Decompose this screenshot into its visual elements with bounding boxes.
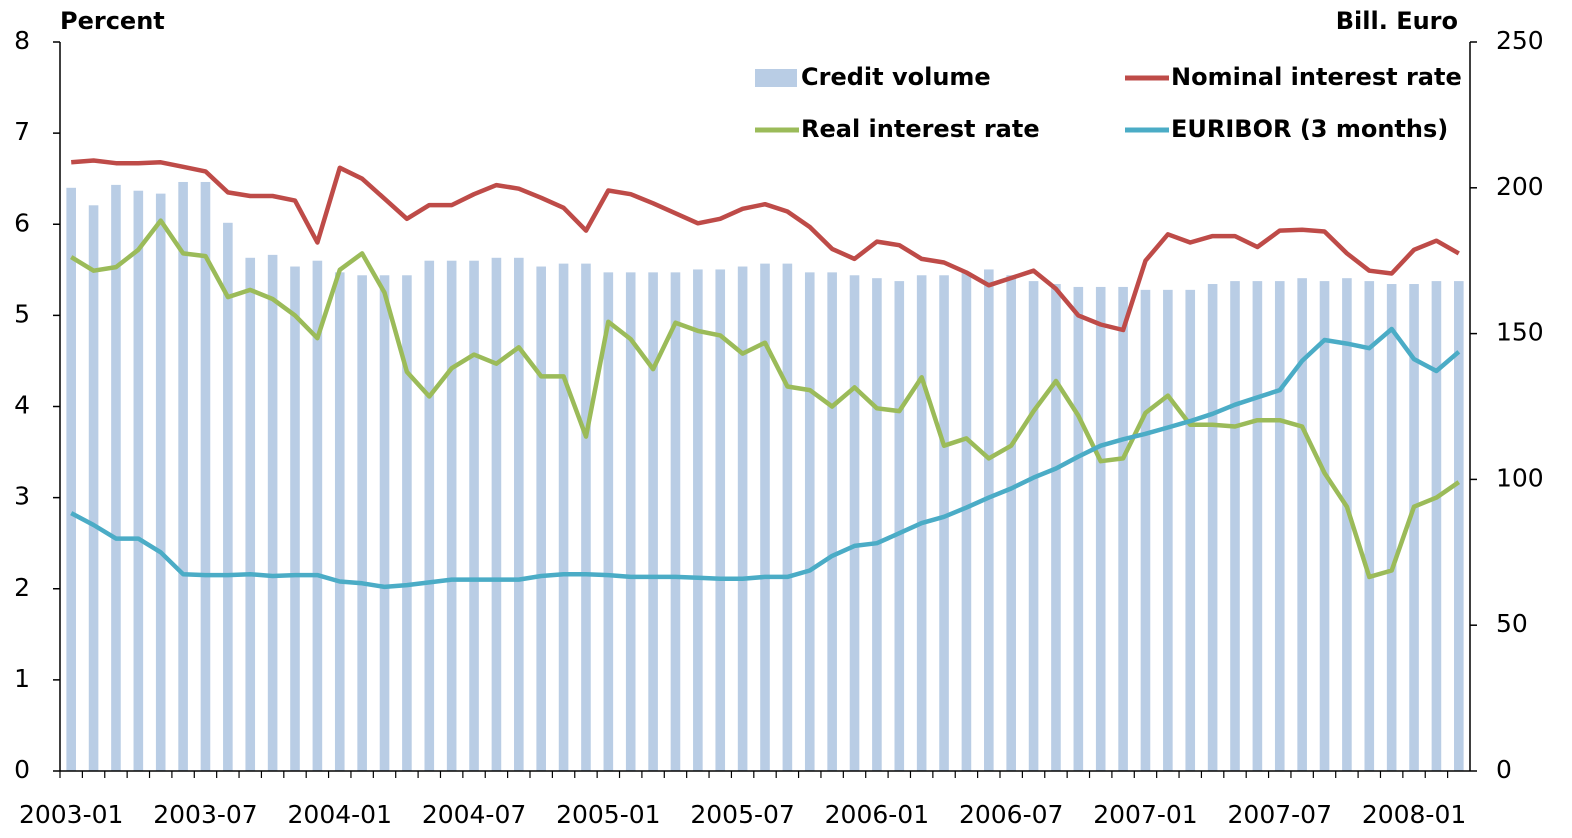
bar [984,269,994,771]
line [71,158,1460,333]
bar [894,281,905,771]
bar [1140,289,1151,771]
y2-tick-label: 100 [1496,463,1544,492]
y2-tick-label: 250 [1496,26,1544,55]
bar [290,266,300,771]
bar [693,269,703,771]
bar [312,260,323,771]
y2-axis-label: Bill. Euro [1336,7,1458,35]
bar [939,275,949,771]
y2-tick-label: 150 [1496,318,1544,347]
bar [536,266,546,771]
bar [402,275,412,771]
y-tick-label: 2 [14,573,30,602]
x-tick-label: 2006-01 [825,800,929,829]
bar [1386,284,1397,771]
x-tick-label: 2008-01 [1362,800,1466,829]
bar [111,184,121,771]
x-tick-label: 2004-07 [422,800,526,829]
y-tick-label: 3 [14,482,30,511]
bar [827,272,837,771]
bar [760,263,770,771]
bar [1118,286,1128,771]
y-tick-label: 1 [14,664,30,693]
legend-label: Real interest rate [801,115,1040,143]
bar [1230,281,1240,771]
bar [1364,281,1375,771]
bar [491,257,502,771]
bar [155,193,166,771]
bar [603,272,614,771]
bar [1006,275,1016,771]
bar [1207,284,1218,771]
bar [469,260,479,771]
bar [737,266,748,771]
x-tick-label: 2007-01 [1093,800,1197,829]
y-tick-label: 7 [14,117,30,146]
bar [133,190,144,771]
bar [625,272,636,771]
bar [558,263,569,771]
bar [1185,289,1196,771]
y-axis-label: Percent [60,7,165,35]
bar [1342,278,1352,771]
bar [200,181,211,771]
bar [334,272,345,771]
y-tick-label: 8 [14,26,30,55]
bar [1073,286,1084,771]
y2-tick-label: 0 [1496,755,1512,784]
bar [1431,281,1442,771]
bar [514,257,524,771]
bar [267,254,278,772]
bar [1028,281,1039,771]
x-tick-label: 2007-07 [1228,800,1332,829]
bar [849,275,860,771]
legend-swatch [755,69,797,87]
y-tick-label: 6 [14,208,30,237]
x-tick-label: 2005-01 [556,800,660,829]
legend-label: Credit volume [801,63,991,91]
bar [1274,281,1285,771]
y-tick-label: 4 [14,391,30,420]
bar [581,263,591,771]
bar [424,260,435,771]
x-tick-label: 2003-07 [153,800,257,829]
bar [648,272,658,771]
bar [670,272,681,771]
bar [1454,281,1464,771]
bar [1319,281,1330,771]
bar [1163,289,1173,771]
bar [1051,284,1061,771]
bar [782,263,793,771]
bar [88,205,99,771]
bar [1252,281,1263,771]
bar [178,181,188,771]
bar [1297,278,1307,771]
bar [379,275,390,771]
x-tick-label: 2003-01 [19,800,123,829]
y-tick-label: 0 [14,755,30,784]
bar [1095,286,1106,771]
y2-tick-label: 50 [1496,609,1528,638]
bar [446,260,457,771]
y2-tick-label: 200 [1496,172,1544,201]
x-tick-label: 2005-07 [690,800,794,829]
legend-label: Nominal interest rate [1171,63,1462,91]
bar [245,257,256,771]
line [70,326,1461,590]
bar [872,278,882,771]
bar [357,275,367,771]
bar [223,222,233,772]
legend-label: EURIBOR (3 months) [1171,115,1448,143]
x-tick-label: 2006-07 [959,800,1063,829]
bar [715,269,726,771]
y-tick-label: 5 [14,299,30,328]
x-tick-label: 2004-01 [288,800,392,829]
bar [804,272,815,771]
bar [1409,284,1419,771]
line [70,218,1461,580]
bar [961,272,972,771]
bar [66,187,76,772]
